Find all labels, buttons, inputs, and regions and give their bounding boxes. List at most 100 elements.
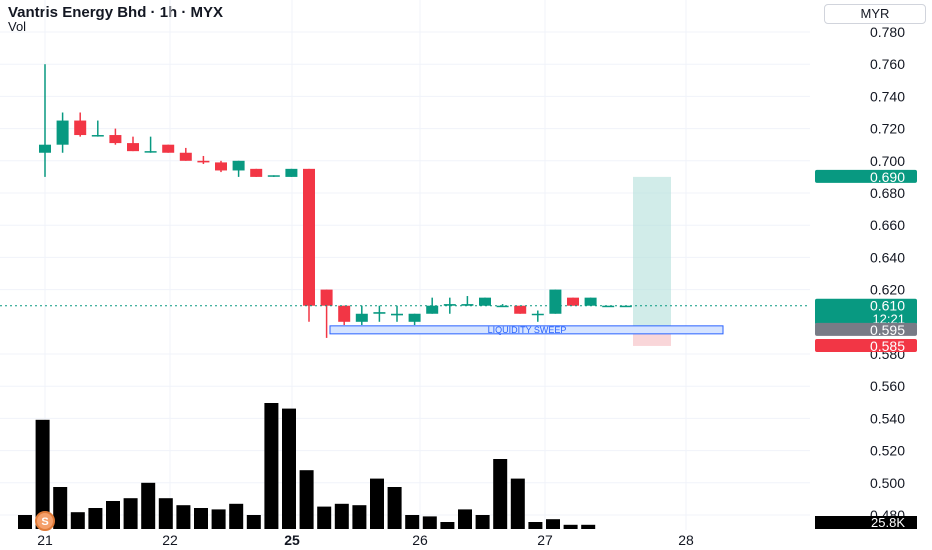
volume-bar [264,403,279,529]
y-tick-label: 0.500 [870,475,905,491]
s-marker-label: S [41,516,48,528]
volume-bar [563,524,578,529]
candle-body [443,304,456,306]
y-tick-label: 0.660 [870,217,905,233]
candle-body [215,162,227,171]
volume-bar [282,408,296,529]
liquidity-sweep-box [329,325,724,335]
candle-body [584,297,597,306]
currency-button[interactable]: MYR [824,4,926,24]
volume-bar [475,515,490,529]
candle-body [531,313,544,316]
y-tick-label: 0.560 [870,378,905,394]
candle-body [549,289,562,314]
volume-bar [246,515,261,529]
price-axis-label [815,298,917,325]
volume-bar [422,516,437,529]
volume-axis-label [815,516,917,529]
candle-body [127,143,139,152]
volume-bar [581,524,596,529]
candle-body [355,313,368,322]
candle-body [619,305,632,308]
volume-bar [53,487,68,529]
volume-bar [493,459,508,529]
candle-body [179,152,192,161]
x-tick-label: 27 [537,532,553,548]
candle-body [162,144,175,153]
volume-bar [141,482,156,529]
y-tick-label: 0.680 [870,185,905,201]
y-tick-label: 0.760 [870,56,905,72]
volume-bar [458,509,472,529]
volume-bar [18,515,32,529]
volume-bar [370,478,384,529]
candle-body [197,160,210,163]
candle-body [373,312,386,314]
y-tick-label: 0.620 [870,282,905,298]
candle-body [338,305,351,322]
position-profit-zone [633,176,671,330]
y-tick-label: 0.540 [870,410,905,426]
candle-body [461,304,474,306]
candle-body [74,120,87,136]
volume-bar [176,505,191,529]
candle-body [303,168,315,306]
price-axis-label [815,169,917,183]
volume-bar [510,478,525,529]
candle-body [426,305,439,314]
volume-bar [88,508,103,529]
x-tick-label: 26 [412,532,428,548]
volume-bar [440,522,455,529]
candle-body [479,297,491,306]
candle-body [408,313,421,322]
y-tick-label: 0.520 [870,443,905,459]
candle-body [56,120,69,145]
y-tick-label: 0.640 [870,249,905,265]
price-axis-value: 0.610 [870,298,905,314]
candle-body [109,135,122,144]
volume-bar [194,508,208,529]
x-tick-label: 28 [678,532,694,548]
x-tick-label: 22 [162,532,178,548]
candle-body [232,160,245,171]
volume-legend: Vol [8,19,27,34]
candle-body [267,175,280,177]
volume-bar [352,505,367,529]
volume-bar [35,419,50,529]
candle-body [514,305,527,314]
y-tick-label: 0.720 [870,121,905,137]
volume-bar [158,498,173,529]
volume-bar [70,512,85,529]
volume-axis-value: 25.8K [871,515,905,530]
y-tick-label: 0.740 [870,88,905,104]
volume-bar [546,519,560,529]
y-tick-label: 0.780 [870,24,905,40]
volume-bar [229,503,244,529]
volume-bar [211,509,226,529]
candle-body [91,135,104,137]
candle-body [320,289,333,306]
candle-body [602,305,615,308]
candle-body [39,144,51,153]
volume-bar [123,498,138,529]
chart-title: Vantris Energy Bhd · 1h · MYX [8,4,224,21]
candle-body [144,151,157,153]
volume-bar [405,515,420,529]
y-tick-label: 0.700 [870,153,905,169]
price-axis-value: 0.585 [870,338,905,354]
price-axis-label [815,322,917,336]
price-axis-label [815,338,917,352]
s-marker-icon [35,511,55,531]
x-tick-label: 21 [37,532,53,548]
volume-bar [334,503,349,529]
volume-bar [299,470,314,529]
volume-bar [528,522,543,529]
candle-body [250,168,263,177]
price-axis-value: 0.595 [870,322,905,338]
x-tick-label: 25 [284,532,300,548]
volume-bar [317,506,332,529]
candle-body [285,168,298,177]
price-axis-value: 0.690 [870,169,905,185]
candle-body [391,313,403,316]
